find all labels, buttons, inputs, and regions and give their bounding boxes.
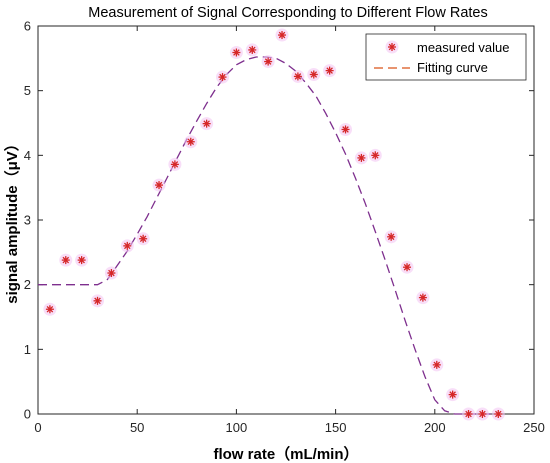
marker-stroke xyxy=(433,361,441,369)
measured-point xyxy=(323,64,337,78)
x-tick-label: 100 xyxy=(226,420,248,435)
x-tick-label: 50 xyxy=(130,420,144,435)
y-tick-label: 3 xyxy=(24,213,31,228)
marker-stroke xyxy=(203,120,210,127)
measured-point xyxy=(430,358,444,372)
marker-stroke xyxy=(62,256,70,264)
measured-point xyxy=(168,157,182,171)
measured-point xyxy=(91,294,105,308)
marker-stroke xyxy=(219,73,226,81)
legend-measured-label: measured value xyxy=(417,40,510,55)
x-tick-label: 250 xyxy=(523,420,545,435)
y-tick-label: 4 xyxy=(24,148,31,163)
measured-point xyxy=(475,407,489,421)
y-tick-label: 5 xyxy=(24,83,31,98)
measured-point xyxy=(75,253,89,267)
measured-point xyxy=(104,266,118,280)
measured-point xyxy=(384,230,398,244)
measured-point xyxy=(261,55,275,69)
marker-stroke xyxy=(233,49,240,56)
measured-point xyxy=(120,239,134,253)
x-tick-label: 200 xyxy=(424,420,446,435)
x-axis-label: flow rate（mL/min） xyxy=(213,445,358,463)
marker-stroke xyxy=(465,410,472,418)
measured-point xyxy=(200,117,214,131)
marker-stroke xyxy=(123,242,131,250)
measured-point xyxy=(368,148,382,162)
measured-point xyxy=(416,291,430,305)
marker-stroke xyxy=(479,410,486,418)
marker-stroke xyxy=(358,154,365,162)
measured-point xyxy=(152,178,166,192)
measured-point xyxy=(339,122,353,136)
marker-stroke xyxy=(108,269,115,277)
marker-stroke xyxy=(248,46,256,54)
marker-stroke xyxy=(403,263,411,271)
measured-point xyxy=(446,388,460,402)
marker-stroke xyxy=(171,161,179,168)
marker-stroke xyxy=(278,31,286,39)
legend-fitting-label: Fitting curve xyxy=(417,60,488,75)
legend: measured value Fitting curve xyxy=(365,33,527,81)
measured-point xyxy=(275,28,289,42)
marker-stroke xyxy=(388,43,396,51)
fitting-curve-line xyxy=(38,56,495,415)
marker-stroke xyxy=(387,233,395,241)
marker-stroke xyxy=(495,410,502,418)
measured-point xyxy=(216,70,230,84)
measured-point xyxy=(307,68,321,81)
measured-point xyxy=(291,69,305,83)
measured-point xyxy=(491,407,505,421)
measured-point xyxy=(245,43,259,57)
measured-point xyxy=(43,302,57,316)
marker-stroke xyxy=(78,256,85,264)
marker-stroke xyxy=(310,71,318,78)
axis-ticks: 0 50 100 150 200 250 0 1 2 3 4 5 6 xyxy=(24,19,545,436)
measured-point xyxy=(354,151,368,165)
fitting-curve-layer xyxy=(38,56,495,415)
chart-title: Measurement of Signal Corresponding to D… xyxy=(88,5,488,21)
measured-point xyxy=(59,253,73,267)
measured-point xyxy=(462,407,476,421)
marker-stroke xyxy=(419,294,427,301)
measured-point xyxy=(229,46,243,60)
marker-stroke xyxy=(187,138,195,146)
marker-stroke xyxy=(264,58,272,65)
marker-stroke xyxy=(94,297,101,305)
legend-asterisk xyxy=(385,40,399,54)
marker-stroke xyxy=(139,235,147,243)
y-tick-label: 2 xyxy=(24,277,31,292)
marker-stroke xyxy=(371,152,379,159)
marker-stroke xyxy=(449,391,456,398)
x-tick-label: 150 xyxy=(325,420,347,435)
y-axis-label: signal amplitude（μV） xyxy=(3,136,21,304)
marker-stroke xyxy=(326,67,333,74)
marker-stroke xyxy=(46,305,54,313)
marker-stroke xyxy=(155,181,163,189)
marker-stroke xyxy=(342,126,349,133)
x-tick-label: 0 xyxy=(34,420,41,435)
legend-measured-marker xyxy=(385,40,399,54)
measured-point xyxy=(184,135,198,149)
plot-area xyxy=(37,25,535,415)
y-tick-label: 1 xyxy=(24,342,31,357)
measured-point xyxy=(136,232,150,246)
marker-stroke xyxy=(294,73,302,80)
measured-markers-layer xyxy=(43,28,505,421)
measured-point xyxy=(400,260,414,274)
y-tick-label: 0 xyxy=(24,407,31,422)
y-tick-label: 6 xyxy=(24,19,31,34)
